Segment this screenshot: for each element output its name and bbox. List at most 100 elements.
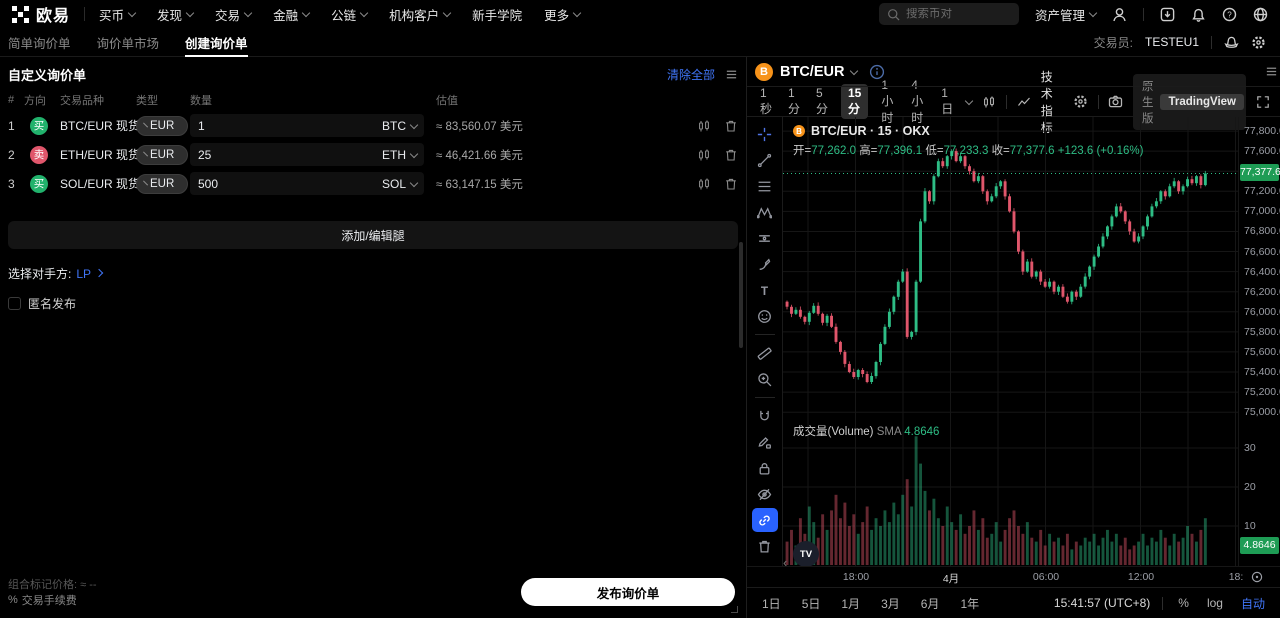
nav-item-more[interactable]: 更多 <box>544 5 582 24</box>
emoji-tool-icon[interactable] <box>752 304 778 328</box>
resize-corner[interactable] <box>731 606 738 613</box>
timeframe-more-dropdown[interactable] <box>964 96 974 106</box>
measure-ruler-tool-icon[interactable] <box>752 341 778 365</box>
auto-scale-button[interactable]: 自动 <box>1240 596 1265 611</box>
amount-input[interactable] <box>190 172 424 195</box>
candlestick-chart[interactable] <box>783 117 1238 566</box>
instrument-selector[interactable]: ETH/EUR 现货 <box>60 146 148 163</box>
price-axis[interactable]: 77,377.6 4.8646 77,800.0 77,600.0 77,200.0… <box>1238 117 1280 566</box>
unit-dropdown[interactable]: BTC <box>382 114 419 137</box>
tab-rfq-market[interactable]: 询价单市场 <box>96 36 160 51</box>
snapshot-camera-icon[interactable] <box>1108 94 1123 109</box>
search-input[interactable] <box>905 8 1006 20</box>
timeframe-5m[interactable]: 5分 <box>816 86 829 116</box>
symbol-dropdown[interactable] <box>844 66 859 76</box>
range-1y[interactable]: 1年 <box>960 596 980 611</box>
tab-simple-rfq[interactable]: 简单询价单 <box>8 36 71 51</box>
range-3mo[interactable]: 3月 <box>881 596 900 611</box>
timeframe-1s[interactable]: 1秒 <box>760 86 773 116</box>
language-globe-icon[interactable] <box>1253 7 1268 22</box>
brush-tool-icon[interactable] <box>752 252 778 276</box>
timeframe-1h[interactable]: 1小时 <box>881 77 894 125</box>
log-scale-button[interactable]: log <box>1206 596 1223 610</box>
tradingview-button[interactable]: TradingView <box>1160 93 1244 110</box>
anonymous-checkbox[interactable] <box>8 297 21 310</box>
support-hat-icon[interactable] <box>1224 35 1239 50</box>
range-6mo[interactable]: 6月 <box>920 596 940 611</box>
drawing-mode-tool-icon[interactable] <box>752 430 778 454</box>
amount-input[interactable] <box>190 114 424 137</box>
panel-menu-icon[interactable] <box>725 68 738 81</box>
range-5d[interactable]: 5日 <box>801 596 821 611</box>
settings-gear-icon[interactable] <box>1251 35 1266 50</box>
nav-item-trade[interactable]: 交易 <box>215 5 253 24</box>
chart-settings-gear-icon[interactable] <box>1073 94 1088 109</box>
instrument-selector[interactable]: SOL/EUR 现货 <box>60 175 149 192</box>
info-icon[interactable] <box>869 64 885 80</box>
help-icon[interactable]: ? <box>1222 7 1237 22</box>
tab-create-rfq[interactable]: 创建询价单 <box>185 28 248 57</box>
timeframe-15m[interactable]: 15分 <box>841 84 869 119</box>
scrollbar-thumb[interactable] <box>739 242 743 348</box>
trend-line-tool-icon[interactable] <box>752 148 778 172</box>
remove-drawings-trash-icon[interactable] <box>752 534 778 558</box>
chart-style-candle-icon[interactable] <box>982 95 996 109</box>
publish-rfq-button[interactable]: 发布询价单 <box>521 578 735 606</box>
timeframe-1m[interactable]: 1分 <box>788 86 801 116</box>
type-pill[interactable]: EUR <box>136 115 189 136</box>
crosshair-tool-icon[interactable] <box>752 122 778 146</box>
xabcd-pattern-tool-icon[interactable] <box>752 200 778 224</box>
notifications-bell-icon[interactable] <box>1191 7 1206 22</box>
type-pill[interactable]: EUR <box>136 144 189 165</box>
delete-leg-icon[interactable] <box>724 177 738 191</box>
text-tool-icon[interactable]: T <box>752 278 778 302</box>
okx-logo[interactable]: 欧易 <box>12 2 70 26</box>
nav-item-buy-crypto[interactable]: 买币 <box>99 5 137 24</box>
tradingview-watermark-icon[interactable]: TV <box>793 541 819 566</box>
indicators-icon[interactable] <box>1017 95 1031 109</box>
delete-leg-icon[interactable] <box>724 119 738 133</box>
amount-input[interactable] <box>190 143 424 166</box>
chart-canvas[interactable]: B BTC/EUR · 15 · OKX 开=77,262.0 高=77,396… <box>783 117 1238 566</box>
clear-all-button[interactable]: 清除全部 <box>666 67 715 82</box>
type-pill[interactable]: EUR <box>136 173 189 194</box>
fullscreen-expand-icon[interactable] <box>1256 95 1270 109</box>
nav-item-chain[interactable]: 公链 <box>331 5 369 24</box>
asset-management-menu[interactable]: 资产管理 <box>1035 5 1098 24</box>
hide-drawings-eye-icon[interactable] <box>752 482 778 506</box>
timeframe-4h[interactable]: 4小时 <box>911 77 924 125</box>
download-app-icon[interactable] <box>1160 7 1175 22</box>
delete-leg-icon[interactable] <box>724 148 738 162</box>
chart-candles-icon[interactable] <box>697 148 711 162</box>
unit-dropdown[interactable]: ETH <box>382 143 419 166</box>
sync-link-tool-icon[interactable] <box>751 508 778 532</box>
profile-icon[interactable] <box>1112 7 1127 22</box>
side-sell-badge[interactable]: 卖 <box>30 145 48 164</box>
position-tool-icon[interactable] <box>752 226 778 250</box>
range-1d[interactable]: 1日 <box>762 596 781 611</box>
timeframe-1d[interactable]: 1日 <box>941 86 954 116</box>
nav-item-academy[interactable]: 新手学院 <box>472 8 523 23</box>
nav-item-institutional[interactable]: 机构客户 <box>389 5 452 24</box>
chart-menu-icon[interactable] <box>1265 65 1278 78</box>
fib-retracement-tool-icon[interactable] <box>752 174 778 198</box>
nav-item-discover[interactable]: 发现 <box>157 5 195 24</box>
counterparty-link[interactable]: LP <box>76 266 92 281</box>
range-1mo[interactable]: 1月 <box>841 596 861 611</box>
instrument-selector[interactable]: BTC/EUR 现货 <box>60 117 148 134</box>
nav-item-finance[interactable]: 金融 <box>273 5 311 24</box>
unit-dropdown[interactable]: SOL <box>382 172 419 195</box>
percent-scale-button[interactable]: % <box>1178 596 1189 610</box>
side-buy-badge[interactable]: 买 <box>30 174 48 193</box>
scroll-to-realtime-icon[interactable] <box>1250 570 1264 584</box>
magnet-tool-icon[interactable] <box>752 404 778 428</box>
chart-candles-icon[interactable] <box>697 119 711 133</box>
chart-candles-icon[interactable] <box>697 177 711 191</box>
zoom-in-tool-icon[interactable] <box>752 367 778 391</box>
time-axis[interactable]: 18:00 4月 06:00 12:00 18: <box>747 566 1280 587</box>
side-buy-badge[interactable]: 买 <box>30 116 48 135</box>
lock-drawings-tool-icon[interactable] <box>752 456 778 480</box>
load-more-chevron-icon[interactable]: ‹ <box>783 555 788 566</box>
add-edit-leg-button[interactable]: 添加/编辑腿 <box>8 221 738 249</box>
search-box[interactable] <box>878 3 1019 25</box>
